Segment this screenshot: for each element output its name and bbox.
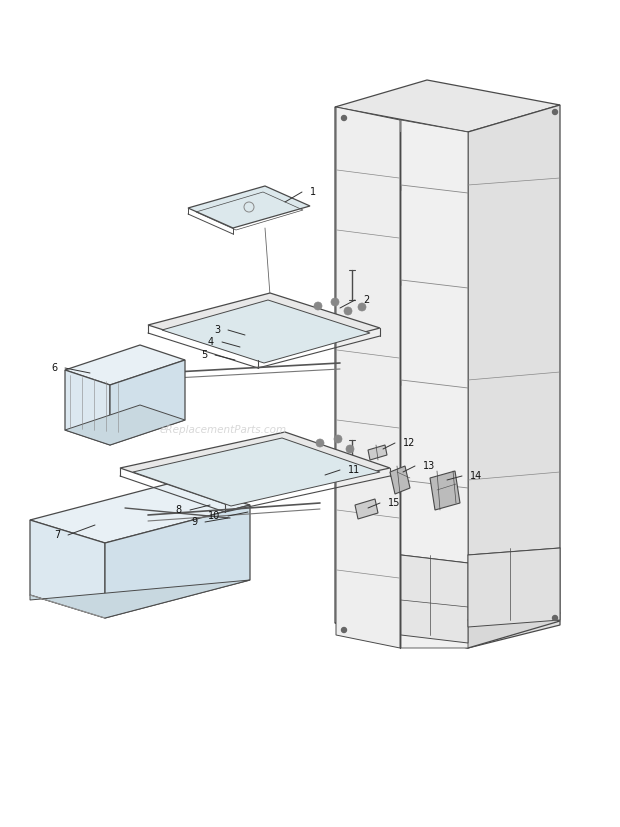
Polygon shape: [105, 505, 250, 618]
Circle shape: [342, 116, 347, 121]
Text: 13: 13: [423, 461, 435, 471]
Polygon shape: [335, 107, 468, 648]
Polygon shape: [335, 80, 560, 132]
Text: eReplacementParts.com: eReplacementParts.com: [159, 425, 287, 435]
Polygon shape: [336, 107, 400, 648]
Text: 9: 9: [191, 517, 197, 527]
Polygon shape: [355, 499, 378, 519]
Circle shape: [342, 628, 347, 633]
Text: 4: 4: [208, 337, 214, 347]
Polygon shape: [110, 360, 185, 445]
Polygon shape: [30, 580, 250, 618]
Polygon shape: [65, 345, 185, 385]
Text: 2: 2: [363, 295, 370, 305]
Polygon shape: [30, 520, 105, 618]
Circle shape: [346, 445, 354, 453]
Text: 15: 15: [388, 498, 401, 508]
Polygon shape: [162, 300, 370, 363]
Circle shape: [552, 615, 557, 620]
Text: 11: 11: [348, 465, 360, 475]
Circle shape: [344, 307, 352, 315]
Text: 7: 7: [54, 530, 60, 540]
Polygon shape: [401, 120, 468, 648]
Polygon shape: [468, 548, 560, 627]
Polygon shape: [401, 555, 468, 643]
Polygon shape: [133, 438, 380, 506]
Polygon shape: [120, 432, 390, 504]
Text: 14: 14: [470, 471, 482, 481]
Text: 5: 5: [201, 350, 207, 360]
Polygon shape: [390, 466, 410, 494]
Polygon shape: [30, 482, 250, 543]
Circle shape: [316, 439, 324, 447]
Polygon shape: [368, 445, 387, 460]
Polygon shape: [430, 471, 460, 510]
Text: 12: 12: [403, 438, 415, 448]
Polygon shape: [148, 293, 380, 360]
Text: 1: 1: [310, 187, 316, 197]
Circle shape: [331, 298, 339, 306]
Circle shape: [314, 302, 322, 310]
Polygon shape: [335, 596, 560, 648]
Polygon shape: [65, 405, 185, 445]
Polygon shape: [65, 370, 110, 445]
Circle shape: [334, 435, 342, 443]
Text: 8: 8: [176, 505, 182, 515]
Text: 10: 10: [208, 511, 220, 521]
Circle shape: [552, 109, 557, 114]
Text: 3: 3: [214, 325, 220, 335]
Text: 6: 6: [51, 363, 57, 373]
Polygon shape: [468, 105, 560, 648]
Circle shape: [358, 303, 366, 311]
Polygon shape: [188, 186, 310, 228]
